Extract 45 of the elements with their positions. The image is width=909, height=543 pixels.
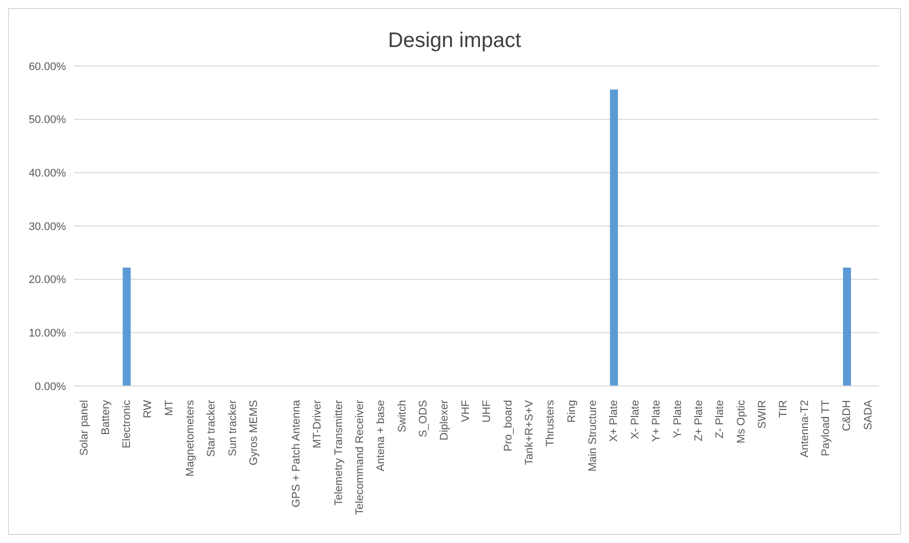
x-tick-label: RW <box>142 399 154 418</box>
x-tick-label: Magnetometers <box>184 400 197 476</box>
x-tick-label: GPS + Patch Antenna <box>290 399 302 508</box>
x-tick-label: VHF <box>460 400 472 422</box>
x-tick-label: Diplexer <box>438 400 451 440</box>
x-tick-label: Electronic <box>120 400 133 448</box>
x-tick-label: X- Plate <box>629 400 642 440</box>
y-tick-label: 60.00% <box>28 60 66 73</box>
x-tick-label: Payload TT <box>820 400 832 456</box>
x-tick-label: Main Structure <box>587 400 600 472</box>
y-tick-label: 40.00% <box>28 168 66 180</box>
x-tick-label: MT <box>163 400 176 416</box>
x-tick-label: Star tracker <box>206 400 218 457</box>
x-tick-label: Telecommand Receiver <box>354 400 366 515</box>
x-tick-label: Solar panel <box>78 400 91 456</box>
x-tick-label: TIR <box>778 400 790 418</box>
chart-title: Design impact <box>386 29 522 53</box>
x-tick-label: Antena + base <box>375 400 388 472</box>
x-tick-label: Y+ Plate <box>650 400 663 442</box>
x-tick-label: C&DH <box>841 400 854 432</box>
y-tick-label: 0.00% <box>34 380 66 393</box>
y-tick-label: 10.00% <box>28 328 66 340</box>
x-tick-label: X+ Plate <box>608 400 620 442</box>
x-tick-label: Pro_board <box>502 400 514 452</box>
x-tick-label: UHF <box>481 400 494 423</box>
x-tick-label: SWIR <box>756 400 768 429</box>
x-tick-label: Antenna-T2 <box>798 400 811 458</box>
x-tick-label: MT-Driver <box>312 400 324 448</box>
x-tick-label: Z+ Plate <box>692 400 705 442</box>
x-tick-label: Thrusters <box>544 400 557 446</box>
x-tick-label: Gyros MEMS <box>248 400 260 466</box>
x-tick-label: Tank+R+S+V <box>523 399 536 466</box>
y-tick-label: 50.00% <box>28 114 66 126</box>
y-tick-label: 30.00% <box>28 220 66 233</box>
y-tick-label: 20.00% <box>28 274 66 286</box>
x-tick-label: Telemetry Transmitter <box>332 400 345 506</box>
x-tick-label: Y- Plate <box>672 400 684 438</box>
x-tick-label: Switch <box>396 400 408 432</box>
x-tick-label: Battery <box>100 400 112 435</box>
x-tick-label: Ring <box>566 400 578 423</box>
x-tick-label: SADA <box>862 399 874 430</box>
x-tick-label: Ms Optic <box>735 400 748 444</box>
x-tick-label: Sun tracker <box>226 400 239 456</box>
x-tick-label: Z- Plate <box>714 400 726 439</box>
x-tick-label: S_ODS <box>418 400 430 438</box>
